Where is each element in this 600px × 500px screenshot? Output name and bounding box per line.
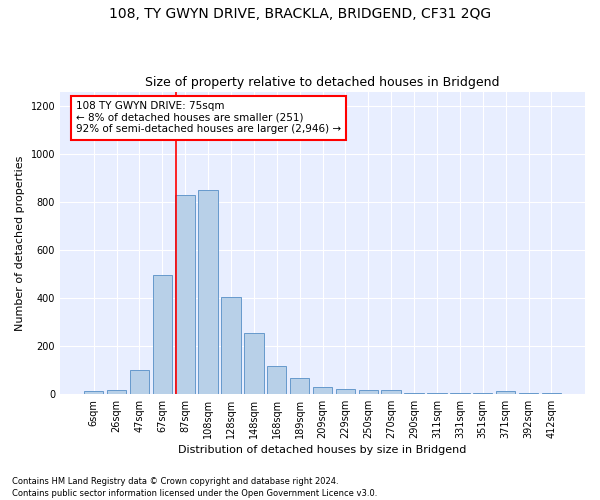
Bar <box>404 392 424 394</box>
Bar <box>267 366 286 394</box>
Bar <box>542 392 561 394</box>
Text: 108 TY GWYN DRIVE: 75sqm
← 8% of detached houses are smaller (251)
92% of semi-d: 108 TY GWYN DRIVE: 75sqm ← 8% of detache… <box>76 101 341 134</box>
Text: Contains HM Land Registry data © Crown copyright and database right 2024.
Contai: Contains HM Land Registry data © Crown c… <box>12 476 377 498</box>
Bar <box>359 390 378 394</box>
Bar <box>473 392 493 394</box>
Title: Size of property relative to detached houses in Bridgend: Size of property relative to detached ho… <box>145 76 500 90</box>
Bar <box>427 392 446 394</box>
Bar <box>199 190 218 394</box>
Bar <box>130 370 149 394</box>
Bar <box>496 392 515 394</box>
Bar <box>290 378 310 394</box>
Bar <box>313 386 332 394</box>
Bar <box>335 389 355 394</box>
Bar <box>152 276 172 394</box>
Bar <box>244 332 263 394</box>
Bar <box>107 390 126 394</box>
Bar <box>519 392 538 394</box>
Bar <box>175 195 195 394</box>
Y-axis label: Number of detached properties: Number of detached properties <box>15 155 25 330</box>
X-axis label: Distribution of detached houses by size in Bridgend: Distribution of detached houses by size … <box>178 445 467 455</box>
Bar <box>84 392 103 394</box>
Bar <box>382 390 401 394</box>
Bar <box>450 392 470 394</box>
Text: 108, TY GWYN DRIVE, BRACKLA, BRIDGEND, CF31 2QG: 108, TY GWYN DRIVE, BRACKLA, BRIDGEND, C… <box>109 8 491 22</box>
Bar <box>221 297 241 394</box>
